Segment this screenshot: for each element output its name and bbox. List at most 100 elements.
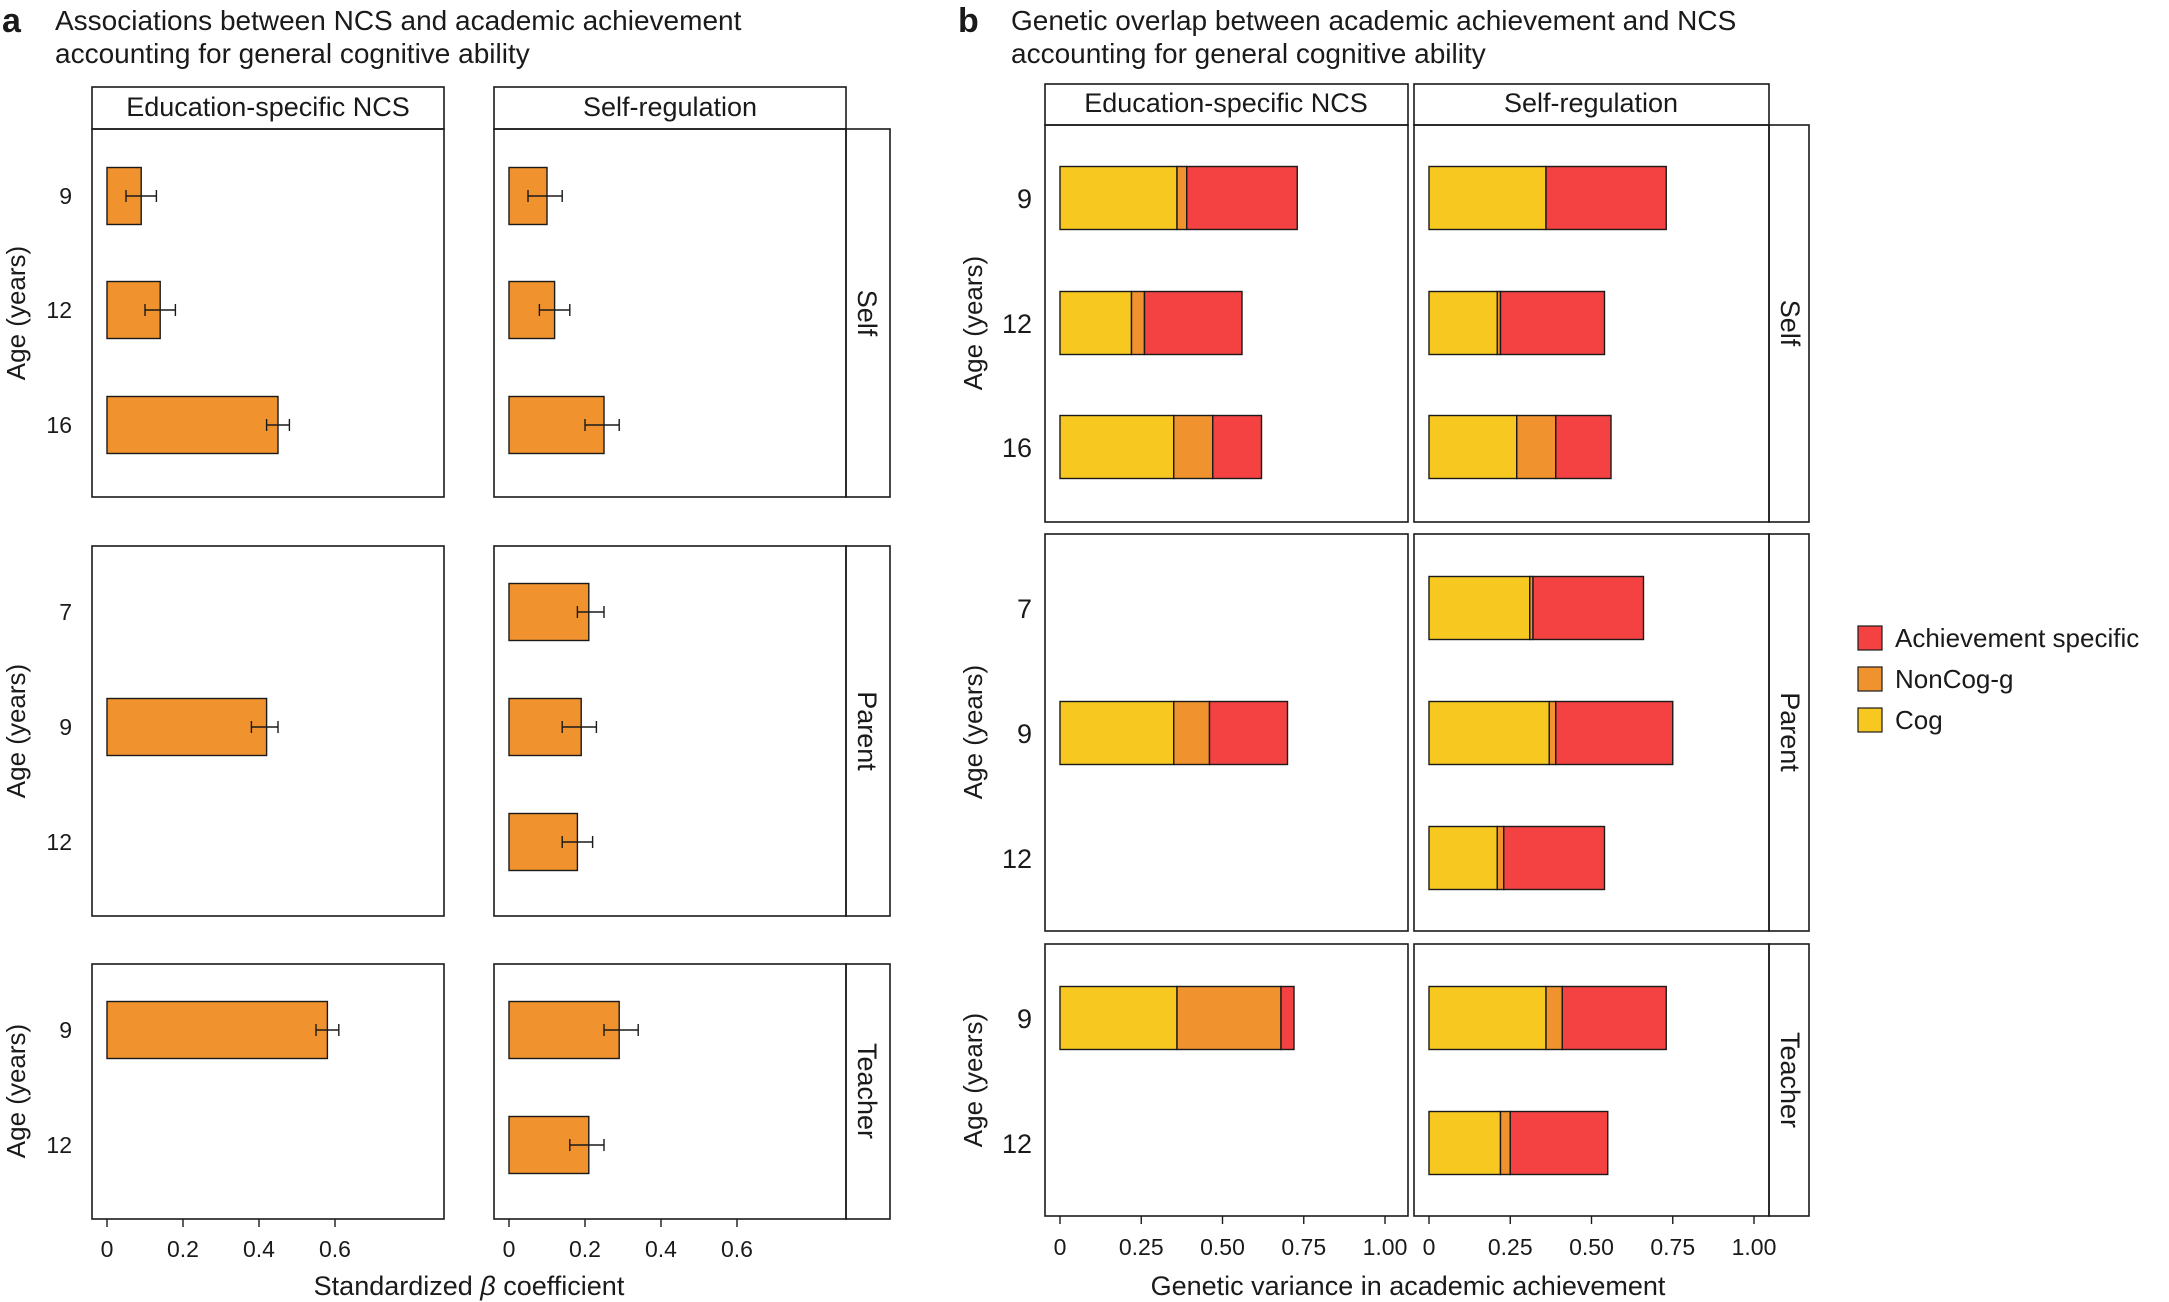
b-ylabel-teacher: Age (years) [958, 1013, 988, 1147]
a-rowstrip-self-label: Self [852, 290, 882, 337]
bar-b-teacher-education-9-cog [1059, 985, 1178, 1051]
b-xtick-label-selfreg-3: 0.75 [1650, 1234, 1695, 1260]
bar-b-parent-education-9-cog [1059, 700, 1175, 766]
a-xlabel-symbol: β [479, 1271, 495, 1301]
a-ytick-self-9: 9 [59, 183, 72, 209]
a-ytick-self-16: 16 [46, 412, 72, 438]
a-xtick-label-selfreg-1: 0.2 [569, 1236, 601, 1262]
errorbar-a-parent-education-9 [250, 721, 279, 733]
b-rowstrip-self-label: Self [1775, 300, 1805, 347]
bar-b-self-education-9-achievement [1186, 165, 1298, 231]
errorbar-a-self-education-9 [125, 190, 158, 202]
bar-b-self-education-9-cog [1059, 165, 1178, 231]
bar-b-parent-selfreg-9-achievement [1555, 700, 1674, 766]
b-ytick-teacher-9: 9 [1017, 1004, 1032, 1034]
b-ylabel-self: Age (years) [958, 256, 988, 390]
bar-b-self-selfreg-12-cog [1428, 290, 1498, 356]
b-xtick-label-selfreg-4: 1.00 [1732, 1234, 1777, 1260]
errorbar-a-self-education-12 [144, 304, 177, 316]
bar-b-parent-selfreg-7-achievement [1532, 575, 1645, 641]
errorbar-a-teacher-education-9 [315, 1024, 340, 1036]
bar-b-teacher-selfreg-12-achievement [1509, 1110, 1609, 1176]
bar-b-parent-selfreg-9-cog [1428, 700, 1550, 766]
bar-b-self-education-12-noncog [1130, 290, 1146, 356]
a-xtick-label-selfreg-2: 0.4 [645, 1236, 677, 1262]
b-xtick-label-selfreg-1: 0.25 [1488, 1234, 1533, 1260]
legend-noncog-swatch [1857, 666, 1883, 692]
bar-b-self-selfreg-16-noncog [1516, 414, 1557, 480]
a-ytick-teacher-9: 9 [59, 1017, 72, 1043]
a-facet-parent-education [91, 545, 445, 917]
bar-b-teacher-selfreg-9-cog [1428, 985, 1547, 1051]
a-strip-education-label: Education-specific NCS [126, 92, 410, 122]
b-rowstrip-parent [1768, 533, 1810, 932]
bar-b-self-selfreg-9-cog [1428, 165, 1547, 231]
a-ytick-teacher-12: 12 [46, 1132, 72, 1158]
a-xtick-label-education-3: 0.6 [319, 1236, 351, 1262]
chart-marks: 9 12 16 7 9 12 9 12 0 0 0.2 0.2 0.4 0.4 0.6 0.6 9 12 16 7 9 1… [46, 165, 1777, 1262]
b-ytick-self-12: 12 [1002, 309, 1032, 339]
bar-b-parent-selfreg-12-cog [1428, 825, 1498, 891]
legend-achievement-label: Achievement specific [1895, 623, 2139, 653]
b-xtick-label-education-0: 0 [1054, 1234, 1067, 1260]
b-facet-parent-education [1044, 533, 1409, 932]
b-ytick-teacher-12: 12 [1002, 1129, 1032, 1159]
a-rowstrip-self [845, 128, 891, 498]
legend-noncog-label: NonCog-g [1895, 664, 2014, 694]
b-facet-teacher-education [1044, 943, 1409, 1217]
bar-a-parent-education-9 [106, 697, 268, 757]
legend-achievement-swatch [1857, 625, 1883, 651]
errorbar-a-parent-selfreg-9 [561, 721, 598, 733]
b-ytick-self-16: 16 [1002, 433, 1032, 463]
bar-b-self-selfreg-16-cog [1428, 414, 1518, 480]
bar-a-teacher-education-9 [106, 1000, 329, 1060]
b-xtick-label-education-1: 0.25 [1119, 1234, 1164, 1260]
b-strip-selfreg-label: Self-regulation [1504, 88, 1678, 118]
bar-b-self-selfreg-12-achievement [1499, 290, 1606, 356]
b-ytick-parent-12: 12 [1002, 844, 1032, 874]
errorbar-a-self-selfreg-16 [584, 419, 620, 431]
panel-a-label: a [2, 2, 22, 40]
errorbar-a-teacher-selfreg-9 [603, 1024, 639, 1036]
a-xlabel-prefix: Standardized [314, 1271, 481, 1301]
errorbar-a-self-selfreg-9 [527, 190, 563, 202]
a-facet-teacher-education [91, 963, 445, 1220]
b-rowstrip-parent-label: Parent [1775, 692, 1805, 772]
bar-b-parent-selfreg-12-achievement [1503, 825, 1606, 891]
a-ylabel-parent: Age (years) [1, 664, 31, 798]
b-rowstrip-self [1768, 124, 1810, 523]
a-xtick-label-selfreg-3: 0.6 [721, 1236, 753, 1262]
a-xtick-label-education-0: 0 [101, 1236, 114, 1262]
b-xtick-label-selfreg-0: 0 [1423, 1234, 1436, 1260]
bar-b-teacher-selfreg-9-achievement [1561, 985, 1667, 1051]
a-ytick-parent-9: 9 [59, 714, 72, 740]
errorbar-a-parent-selfreg-7 [576, 606, 605, 618]
bar-b-parent-selfreg-7-cog [1428, 575, 1531, 641]
a-ylabel-teacher: Age (years) [1, 1024, 31, 1158]
bar-b-parent-selfreg-12-noncog [1496, 825, 1505, 891]
b-facet-self-education [1044, 124, 1409, 523]
b-xlabel: Genetic variance in academic achievement [1151, 1271, 1666, 1301]
bar-b-teacher-selfreg-12-cog [1428, 1110, 1502, 1176]
bar-a-self-education-16 [106, 395, 279, 455]
panel-a-title-line1: Associations between NCS and academic ac… [55, 5, 742, 36]
a-rowstrip-parent-label: Parent [852, 691, 882, 771]
a-rowstrip-teacher [845, 963, 891, 1220]
legend-cog-swatch [1857, 707, 1883, 733]
a-xlabel-suffix: coefficient [496, 1271, 625, 1301]
b-ylabel-parent: Age (years) [958, 665, 988, 799]
a-rowstrip-teacher-label: Teacher [852, 1043, 882, 1139]
bar-b-teacher-education-9-achievement [1280, 985, 1295, 1051]
a-ytick-parent-12: 12 [46, 829, 72, 855]
bar-b-parent-selfreg-9-noncog [1548, 700, 1557, 766]
panel-b-title-line2: accounting for general cognitive ability [1011, 38, 1486, 69]
bar-b-self-education-16-noncog [1173, 414, 1214, 480]
bar-a-parent-selfreg-7 [508, 582, 590, 642]
errorbar-a-self-education-16 [265, 419, 291, 431]
b-strip-education-label: Education-specific NCS [1084, 88, 1368, 118]
b-ytick-parent-7: 7 [1017, 594, 1032, 624]
a-facet-self-education [91, 128, 445, 498]
a-xtick-label-selfreg-0: 0 [503, 1236, 516, 1262]
b-xtick-label-education-4: 1.00 [1363, 1234, 1408, 1260]
